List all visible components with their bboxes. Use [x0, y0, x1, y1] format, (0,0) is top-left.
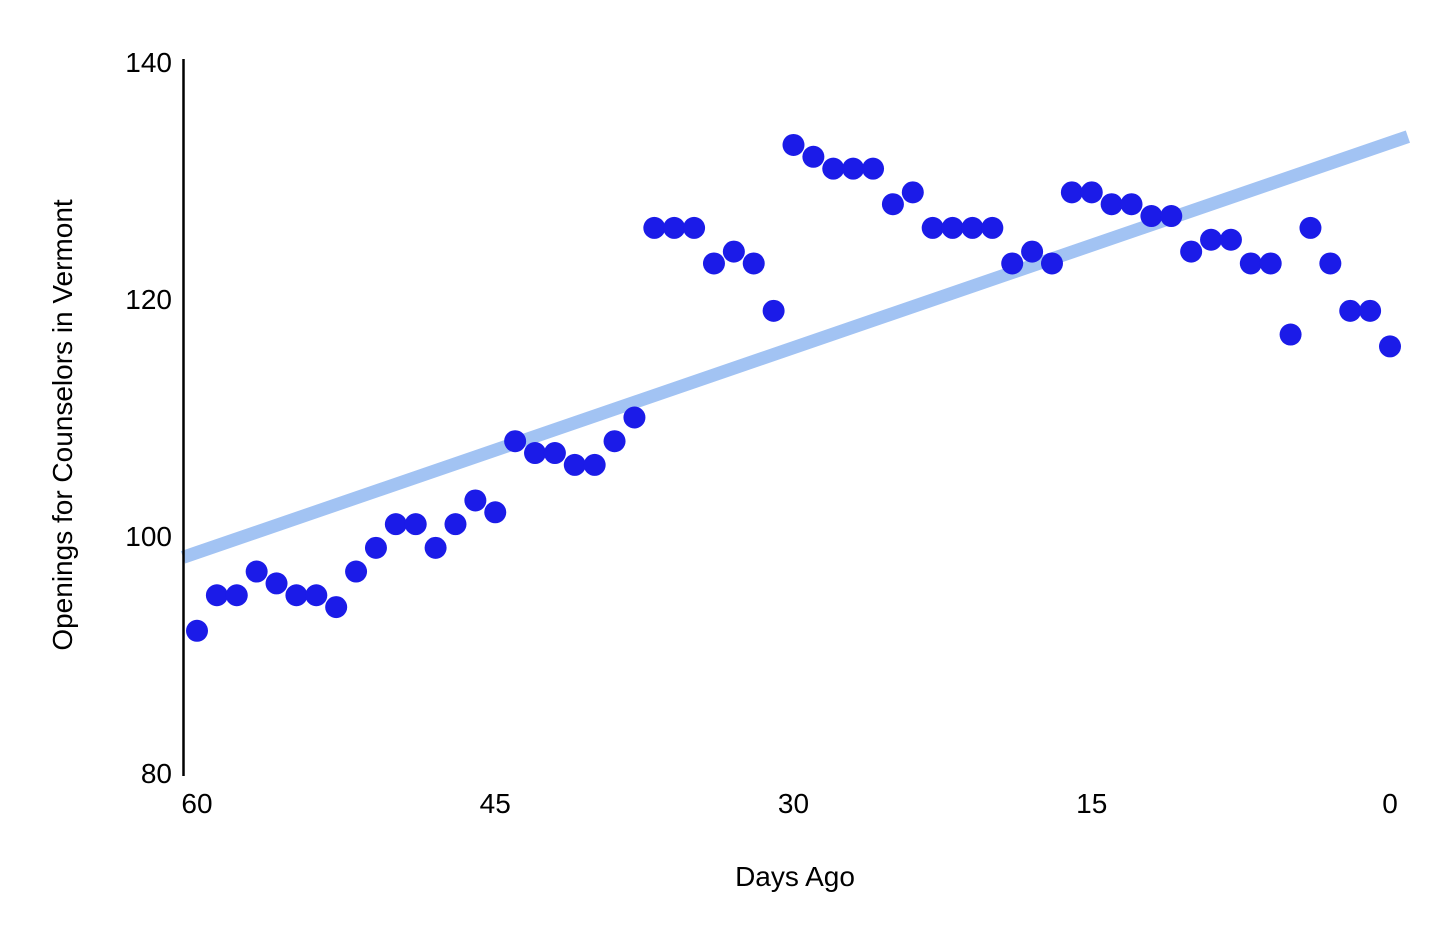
x-tick-label: 60	[181, 788, 212, 819]
data-point	[1279, 323, 1302, 346]
data-point	[1359, 299, 1382, 322]
data-point	[1021, 240, 1044, 263]
data-point	[1339, 299, 1362, 322]
data-point	[941, 216, 964, 239]
data-point	[384, 513, 407, 536]
data-point	[603, 430, 626, 453]
data-point	[1239, 252, 1262, 275]
data-point	[782, 133, 805, 156]
data-point	[186, 619, 208, 642]
data-point	[404, 513, 427, 536]
y-tick-label: 100	[125, 521, 172, 552]
data-point	[205, 584, 228, 607]
data-point	[583, 453, 606, 476]
trendline-segment	[180, 130, 1411, 564]
data-point	[802, 145, 825, 168]
data-point	[981, 216, 1004, 239]
data-point	[822, 157, 845, 180]
data-point	[1120, 193, 1143, 216]
x-tick-label: 0	[1382, 788, 1398, 819]
x-tick-label: 45	[480, 788, 511, 819]
data-point	[1160, 205, 1183, 228]
data-point	[1259, 252, 1282, 275]
x-axis-tick-labels: 60 45 30 15 0	[181, 788, 1397, 819]
data-point	[1299, 216, 1322, 239]
data-points	[186, 133, 1401, 642]
y-axis-title: Openings for Counselors in Vermont	[47, 199, 78, 651]
data-point	[862, 157, 885, 180]
data-point	[305, 584, 328, 607]
data-point	[663, 216, 686, 239]
data-point	[742, 252, 765, 275]
data-point	[1180, 240, 1203, 263]
data-point	[345, 560, 368, 583]
data-point	[364, 536, 387, 559]
x-axis-title: Days Ago	[735, 861, 855, 892]
data-point	[921, 216, 944, 239]
data-point	[444, 513, 467, 536]
data-point	[524, 442, 547, 465]
data-point	[1200, 228, 1223, 251]
data-point	[702, 252, 725, 275]
data-point	[842, 157, 865, 180]
data-point	[1080, 181, 1103, 204]
x-tick-label: 30	[778, 788, 809, 819]
data-point	[881, 193, 904, 216]
data-point	[424, 536, 447, 559]
data-point	[1100, 193, 1123, 216]
data-point	[265, 572, 288, 595]
data-point	[961, 216, 984, 239]
data-point	[464, 489, 487, 512]
data-point	[762, 299, 785, 322]
data-point	[1001, 252, 1024, 275]
data-point	[1060, 181, 1083, 204]
data-point	[504, 430, 527, 453]
data-point	[563, 453, 586, 476]
y-axis-tick-labels: 140 120 100 80	[125, 47, 172, 789]
data-point	[1140, 205, 1163, 228]
y-tick-label: 120	[125, 284, 172, 315]
data-point	[543, 442, 566, 465]
data-point	[683, 216, 706, 239]
data-point	[325, 596, 348, 619]
data-point	[285, 584, 308, 607]
y-tick-label: 140	[125, 47, 172, 78]
data-point	[901, 181, 924, 204]
data-point	[623, 406, 646, 429]
data-point	[1379, 335, 1401, 358]
data-point	[643, 216, 666, 239]
y-tick-label: 80	[141, 758, 172, 789]
data-point	[225, 584, 248, 607]
data-point	[245, 560, 268, 583]
x-tick-label: 15	[1076, 788, 1107, 819]
trendline	[180, 130, 1411, 564]
data-point	[1319, 252, 1342, 275]
data-point	[484, 501, 507, 524]
data-point	[1040, 252, 1063, 275]
data-point	[722, 240, 745, 263]
data-point	[1219, 228, 1242, 251]
